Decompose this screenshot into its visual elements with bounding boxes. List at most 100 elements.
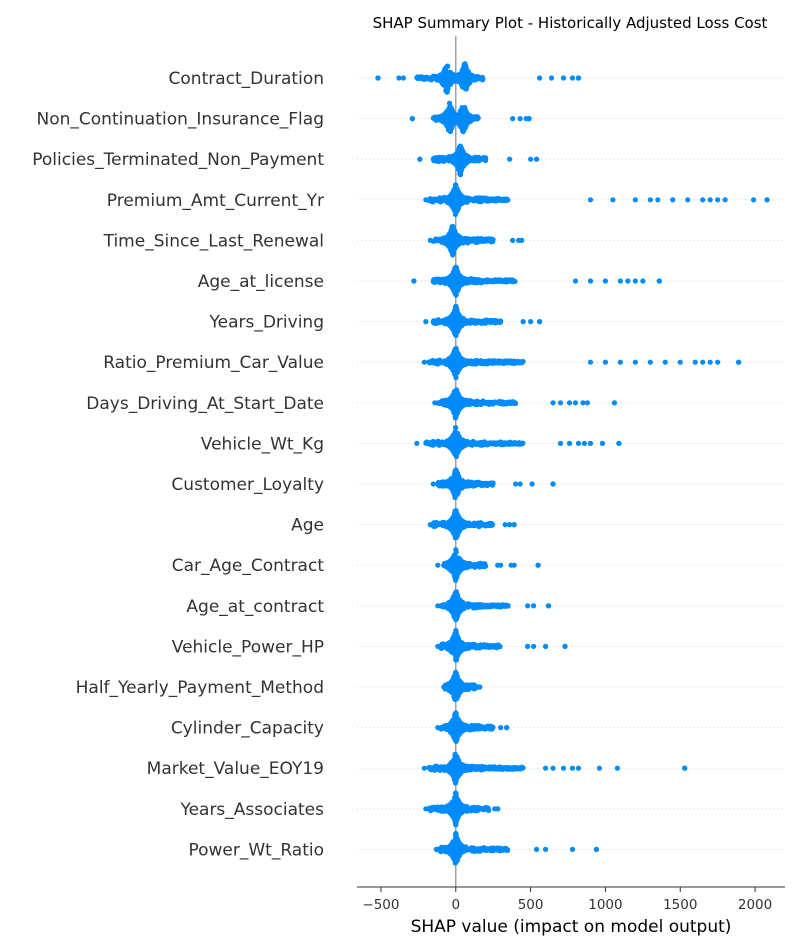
shap-point <box>512 278 518 285</box>
shap-extreme-point <box>764 197 770 203</box>
shap-point <box>450 251 456 257</box>
shap-outlier <box>400 75 406 81</box>
shap-outlier <box>517 116 523 122</box>
shap-outlier <box>587 440 594 446</box>
row-guides <box>357 77 785 850</box>
shap-outlier <box>632 197 638 203</box>
shap-outlier <box>507 156 513 162</box>
shap-point <box>453 186 459 193</box>
shap-outlier <box>566 400 573 406</box>
shap-extreme-point <box>409 116 415 122</box>
shap-outlier <box>584 400 591 406</box>
shap-outlier <box>572 400 579 406</box>
shap-outlier <box>557 400 564 406</box>
shap-outlier <box>692 359 698 365</box>
shap-extreme-point <box>421 359 427 365</box>
feature-points <box>423 303 543 339</box>
shap-outlier <box>640 278 646 284</box>
shap-extreme-point <box>423 197 429 203</box>
shap-outlier <box>670 197 676 203</box>
feature-points <box>414 425 622 460</box>
shap-outlier <box>587 359 594 365</box>
shap-point <box>475 115 481 121</box>
shap-extreme-point <box>575 75 582 81</box>
shap-point <box>453 264 459 270</box>
shap-outlier <box>647 359 653 365</box>
shap-outlier <box>722 197 728 203</box>
shap-outlier <box>647 197 653 203</box>
shap-point <box>463 123 469 129</box>
shap-point <box>452 413 458 419</box>
shap-point <box>520 358 526 365</box>
shap-point <box>454 208 460 214</box>
shap-extreme-point <box>656 278 662 284</box>
shap-outlier <box>617 278 623 284</box>
shap-outlier <box>572 278 579 284</box>
shap-point <box>453 468 459 474</box>
shap-outlier <box>510 237 516 243</box>
feature-points <box>409 100 532 135</box>
feature-points <box>411 264 662 298</box>
shap-outlier <box>707 359 713 365</box>
shap-outlier <box>700 359 706 365</box>
shap-outlier <box>632 359 638 365</box>
shap-extreme-point <box>417 156 423 162</box>
shap-outlier <box>566 440 573 446</box>
shap-point <box>489 238 496 244</box>
feature-points <box>430 467 556 501</box>
feature-points <box>427 223 525 258</box>
shap-extreme-point <box>414 440 420 446</box>
shap-outlier <box>536 75 543 81</box>
shap-outlier <box>550 400 556 406</box>
shap-outlier <box>581 440 588 446</box>
shap-outlier <box>685 197 691 203</box>
shap-extreme-point <box>536 319 543 325</box>
shap-point <box>451 244 457 251</box>
shap-outlier <box>587 278 594 284</box>
shap-outlier <box>707 197 713 203</box>
shap-point <box>454 391 461 398</box>
shap-outlier <box>548 75 555 81</box>
shap-outlier <box>610 197 616 203</box>
feature-points <box>417 143 540 178</box>
shap-outlier <box>599 440 606 446</box>
shap-point <box>452 348 458 354</box>
shap-outlier <box>750 197 757 203</box>
shap-outlier <box>527 156 534 162</box>
shap-point <box>512 400 518 406</box>
shap-outlier <box>557 440 564 446</box>
feature-points <box>423 182 770 218</box>
shap-extreme-point <box>611 400 617 406</box>
shap-point <box>482 156 488 162</box>
shap-outlier <box>617 359 623 365</box>
shap-point <box>450 366 456 372</box>
shap-extreme-point <box>432 400 438 406</box>
chart-title: SHAP Summary Plot - Historically Adjuste… <box>373 14 768 32</box>
feature-points <box>375 61 582 95</box>
feature-points <box>432 387 617 421</box>
shap-extreme-point <box>533 156 540 162</box>
shap-outlier <box>602 359 609 365</box>
shap-outlier <box>527 319 534 325</box>
shap-outlier <box>625 278 631 284</box>
shap-extreme-point <box>411 278 417 284</box>
shap-outlier <box>560 75 567 81</box>
shap-outlier <box>662 359 668 365</box>
shap-point <box>446 106 452 112</box>
shap-extreme-point <box>427 237 433 243</box>
feature-points <box>421 345 742 381</box>
shap-outlier <box>587 197 594 203</box>
shap-extreme-point <box>375 75 381 81</box>
shap-outlier <box>510 116 516 122</box>
shap-extreme-point <box>423 319 429 325</box>
shap-outlier <box>396 75 402 81</box>
shap-point <box>457 171 463 177</box>
shap-point <box>463 109 469 115</box>
shap-outlier <box>632 278 638 284</box>
shap-outlier <box>655 197 661 203</box>
shap-outlier <box>715 197 721 203</box>
shap-outlier <box>580 400 586 406</box>
shap-outlier <box>575 440 582 446</box>
shap-extreme-point <box>616 440 622 446</box>
